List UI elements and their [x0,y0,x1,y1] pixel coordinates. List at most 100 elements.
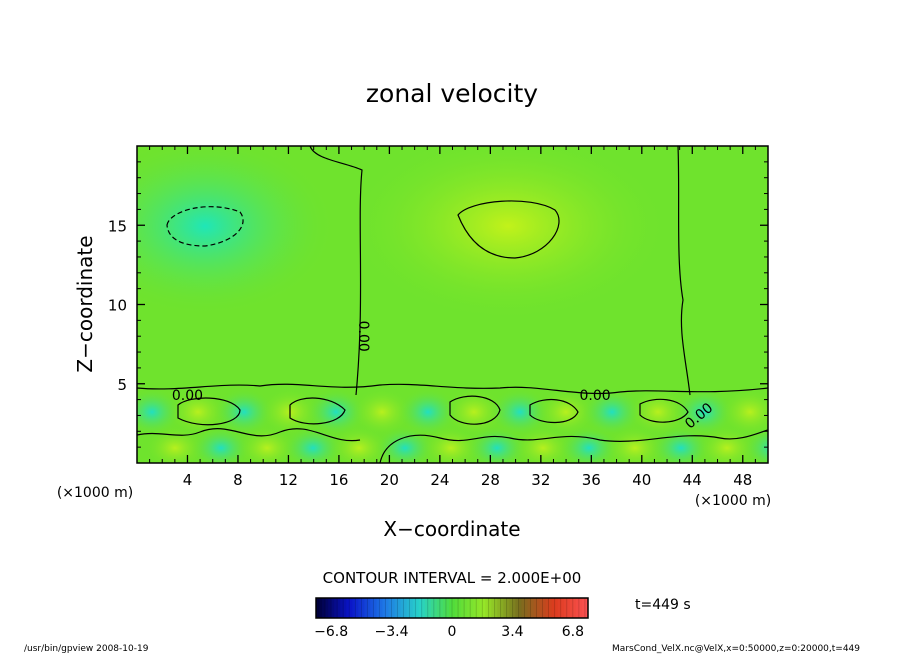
time-label: t=449 s [635,597,691,613]
colorbar-segment [539,598,544,618]
colorbar-segment [334,598,338,618]
low-cell-lower [191,426,251,463]
x-tick-label: 36 [582,471,601,489]
colorbar-segment [385,598,390,618]
colorbar-frame [315,597,589,619]
colorbar-segment [421,598,426,618]
colorbar-segment [346,598,350,618]
low-cell-lower [467,426,527,463]
low-cell-lower [697,426,757,463]
colorbar-segment [391,598,396,618]
colorbar-segment [340,598,344,618]
colorbar-segment [430,598,435,618]
low-cell-upper [398,388,458,436]
colorbar-segment [503,598,507,618]
colorbar-segment [355,598,359,618]
colorbar-segment [316,598,320,618]
colorbar-segment [319,598,323,618]
low-cell-upper [720,388,768,436]
colorbar-segment [584,598,589,618]
colorbar-segment [331,598,335,618]
low-cell-lower [283,426,343,463]
x-tick-label: 48 [733,471,752,489]
y-tick-label: 5 [117,376,127,394]
colorbar-segment [382,598,387,618]
colorbar-segment [436,598,441,618]
colorbar-segment [445,598,450,618]
colorbar-segment [388,598,393,618]
footer-left: /usr/bin/gpview 2008-10-19 [24,644,149,654]
colorbar-ticks: −6.8 −3.4 0 3.4 6.8 [314,624,584,640]
colorbar-segment [379,598,383,618]
colorbar-segment [406,598,411,618]
x-tick-label: 20 [380,471,399,489]
colorbar-segment [563,598,568,618]
colorbar-segment [349,598,353,618]
colorbar-segment [397,598,402,618]
colorbar-segment [418,598,423,618]
colorbar-segment [470,598,474,618]
y-tick-label: 10 [108,297,127,315]
colorbar [316,598,589,618]
colorbar-segment [554,598,559,618]
colorbar-tick-label: −6.8 [314,624,348,640]
contour-zero-vertical-1 [309,146,363,396]
colorbar-segment [500,598,504,618]
positive-anomaly-upper [348,146,668,321]
negative-anomaly-upper [137,146,335,316]
colorbar-segment [442,598,447,618]
colorbar-segment [337,598,341,618]
colorbar-tick-label: 0 [448,624,457,640]
colorbar-segment [439,598,444,618]
colorbar-segment [482,598,486,618]
y-axis-ticks: 5 10 15 [108,161,768,448]
colorbar-segment [494,598,498,618]
colorbar-segment [506,598,510,618]
colorbar-segment [458,598,462,618]
colorbar-segment [415,598,420,618]
contour-interval-text: CONTOUR INTERVAL = 2.000E+00 [323,569,582,587]
low-cell-lower [145,426,205,463]
colorbar-segment [455,598,459,618]
colorbar-segment [497,598,501,618]
colorbar-segment [343,598,347,618]
colorbar-segment [409,598,414,618]
x-axis-label: X−coordinate [383,517,520,541]
contour-zero-lower [137,383,768,395]
low-cell-upper [214,388,274,436]
colorbar-segment [569,598,574,618]
colorbar-segment [476,598,480,618]
colorbar-segment [530,598,535,618]
x-axis-ticks: 4 8 12 16 20 24 28 32 36 40 44 48 [149,146,756,489]
contour-lower-cells [137,428,768,463]
colorbar-segment [560,598,565,618]
colorbar-segment [361,598,365,618]
x-tick-label: 32 [531,471,550,489]
colorbar-segment [521,598,526,618]
low-cell-lower [559,426,619,463]
x-tick-label: 24 [430,471,449,489]
colorbar-segment [370,598,374,618]
low-cell-upper [444,388,504,436]
chart-title: zonal velocity [366,79,538,108]
colorbar-tick-label: 6.8 [562,624,584,640]
colorbar-segment [518,598,523,618]
colorbar-segment [524,598,529,618]
colorbar-segment [403,598,408,618]
colorbar-segment [328,598,332,618]
x-tick-label: 4 [183,471,193,489]
colorbar-segment [322,598,326,618]
colorbar-segment [367,598,371,618]
x-tick-label: 40 [632,471,651,489]
colorbar-segment [488,598,492,618]
low-cell-upper [628,388,688,436]
footer-right: MarsCond_VelX.nc@VelX,x=0:50000,z=0:2000… [612,644,860,654]
colorbar-segment [515,598,519,618]
colorbar-segment [400,598,405,618]
colorbar-segment [485,598,489,618]
x-tick-label: 8 [233,471,243,489]
colorbar-segment [433,598,438,618]
colorbar-segment [572,598,577,618]
contour-zero-vertical-2 [677,146,691,396]
